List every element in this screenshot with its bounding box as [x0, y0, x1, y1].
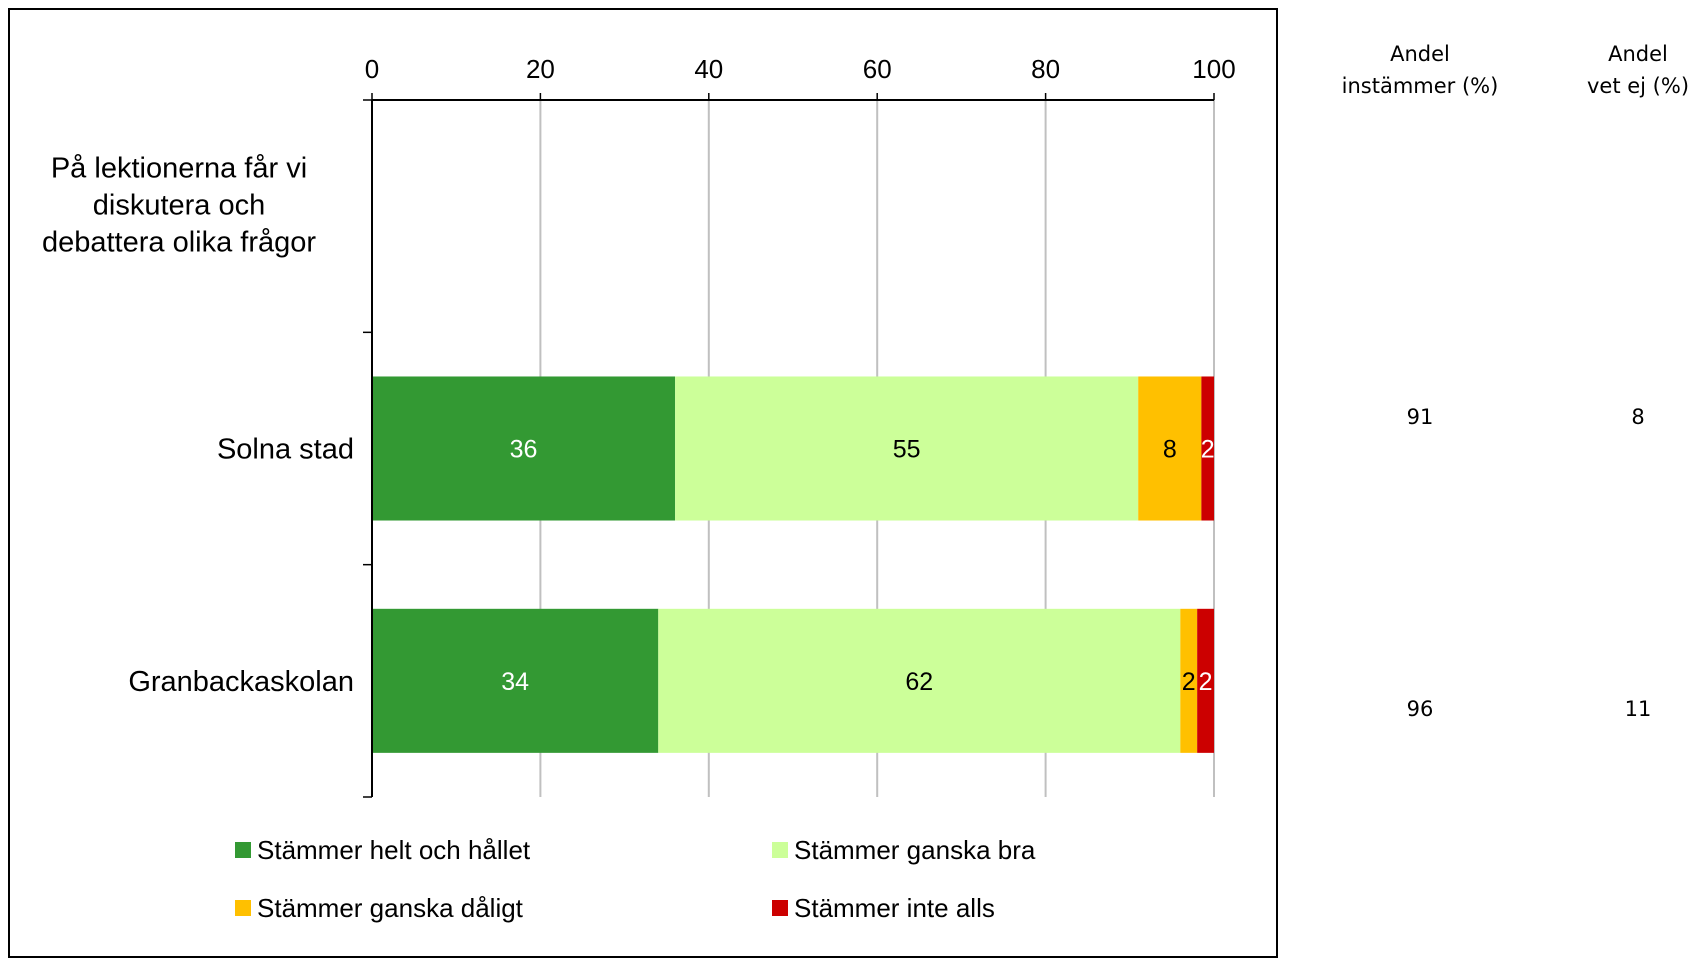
- bar-segment-0-2: [1138, 376, 1202, 521]
- bar-segment-1-2: [1180, 608, 1198, 753]
- legend-swatch-1: [772, 842, 788, 858]
- value-solna-vet-ej: 8: [1631, 405, 1645, 429]
- x-tick-label-20: 20: [526, 54, 555, 84]
- labels: 0 20 40 60 80 100 På lektionerna får vi diskute…: [42, 54, 1236, 698]
- legend-label-1: Stämmer ganska bra: [794, 835, 1036, 865]
- value-solna-instammer: 91: [1406, 405, 1434, 429]
- bar-segment-1-3: [1197, 608, 1214, 753]
- chart-frame: 0 20 40 60 80 100 På lektionerna får vi diskute…: [8, 8, 1278, 958]
- bar-segment-0-0: [372, 376, 676, 521]
- legend: Stämmer helt och hållet Stämmer ganska br…: [235, 835, 1036, 923]
- x-tick-label-80: 80: [1031, 54, 1060, 84]
- header-andel-instammer-line1: Andel: [1390, 42, 1450, 66]
- legend-label-3: Stämmer inte alls: [794, 893, 995, 923]
- bar-segment-0-3: [1201, 376, 1214, 521]
- header-andel-vet-ej-line1: Andel: [1608, 42, 1668, 66]
- legend-label-0: Stämmer helt och hållet: [257, 835, 531, 865]
- x-tick-label-100: 100: [1192, 54, 1235, 84]
- bar-segment-0-1: [675, 376, 1139, 521]
- x-tick-label-60: 60: [863, 54, 892, 84]
- header-andel-vet-ej-line2: vet ej (%): [1586, 74, 1690, 98]
- legend-swatch-3: [772, 900, 788, 916]
- stacked-bar-chart: 0 20 40 60 80 100 På lektionerna får vi diskute…: [42, 54, 1236, 923]
- value-granbacka-instammer: 96: [1406, 697, 1434, 721]
- legend-label-2: Stämmer ganska dåligt: [257, 893, 524, 923]
- category-label-0: Solna stad: [217, 434, 354, 466]
- header-andel-instammer: Andel instämmer (%): [1320, 38, 1520, 102]
- data-label-0-1: 55: [893, 436, 921, 464]
- data-label-0-3: 2: [1201, 436, 1215, 464]
- bars: [372, 376, 1214, 753]
- data-label-1-2: 2: [1182, 668, 1196, 696]
- x-tick-label-40: 40: [694, 54, 723, 84]
- x-tick-label-0: 0: [365, 54, 379, 84]
- legend-swatch-2: [235, 900, 251, 916]
- data-label-0-2: 8: [1163, 436, 1177, 464]
- bar-segment-1-0: [372, 608, 659, 753]
- legend-swatch-0: [235, 842, 251, 858]
- question-label: På lektionerna får vi diskutera och debatt…: [42, 153, 316, 259]
- value-granbacka-vet-ej: 11: [1624, 697, 1652, 721]
- data-label-1-1: 62: [905, 668, 933, 696]
- header-andel-vet-ej: Andel vet ej (%): [1560, 38, 1690, 102]
- data-label-1-3: 2: [1199, 668, 1213, 696]
- data-label-0-0: 36: [510, 436, 538, 464]
- header-andel-instammer-line2: instämmer (%): [1341, 74, 1499, 98]
- data-label-1-0: 34: [501, 668, 529, 696]
- bar-segment-1-1: [658, 608, 1181, 753]
- axes: [363, 93, 1215, 798]
- category-label-1: Granbackaskolan: [128, 666, 354, 698]
